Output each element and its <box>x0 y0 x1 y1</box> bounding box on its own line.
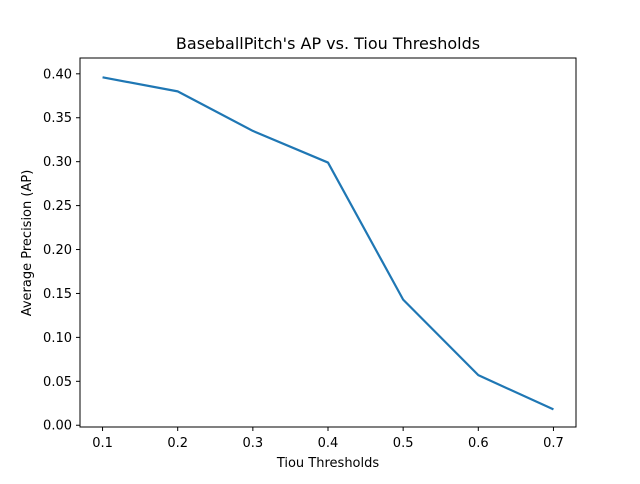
y-tick-label: 0.15 <box>43 287 72 302</box>
x-tick-label: 0.1 <box>92 436 113 451</box>
x-axis-label: Tiou Thresholds <box>276 456 380 471</box>
chart-title: BaseballPitch's AP vs. Tiou Thresholds <box>176 34 480 53</box>
y-axis-label: Average Precision (AP) <box>20 170 35 317</box>
x-tick-label: 0.7 <box>543 436 564 451</box>
x-tick-label: 0.5 <box>393 436 414 451</box>
y-tick-label: 0.25 <box>43 199 72 214</box>
y-tick-label: 0.00 <box>43 419 72 434</box>
y-tick-label: 0.05 <box>43 375 72 390</box>
plot-frame <box>79 57 577 428</box>
x-tick-label: 0.2 <box>167 436 188 451</box>
y-tick-label: 0.20 <box>43 243 72 258</box>
y-tick-label: 0.30 <box>43 155 72 170</box>
series-group <box>102 76 554 411</box>
x-tick-label: 0.4 <box>318 436 339 451</box>
y-tick-label: 0.10 <box>43 331 72 346</box>
y-axis-ticks: 0.00 0.05 0.10 0.15 0.20 0.25 0.30 0.35 0.40 <box>43 67 80 434</box>
x-axis-ticks: 0.1 0.2 0.3 0.4 0.5 0.6 0.7 <box>92 427 564 451</box>
series-line <box>102 76 554 411</box>
y-tick-label: 0.35 <box>43 111 72 126</box>
x-tick-label: 0.3 <box>243 436 264 451</box>
x-tick-label: 0.6 <box>468 436 489 451</box>
y-tick-label: 0.40 <box>43 67 72 82</box>
